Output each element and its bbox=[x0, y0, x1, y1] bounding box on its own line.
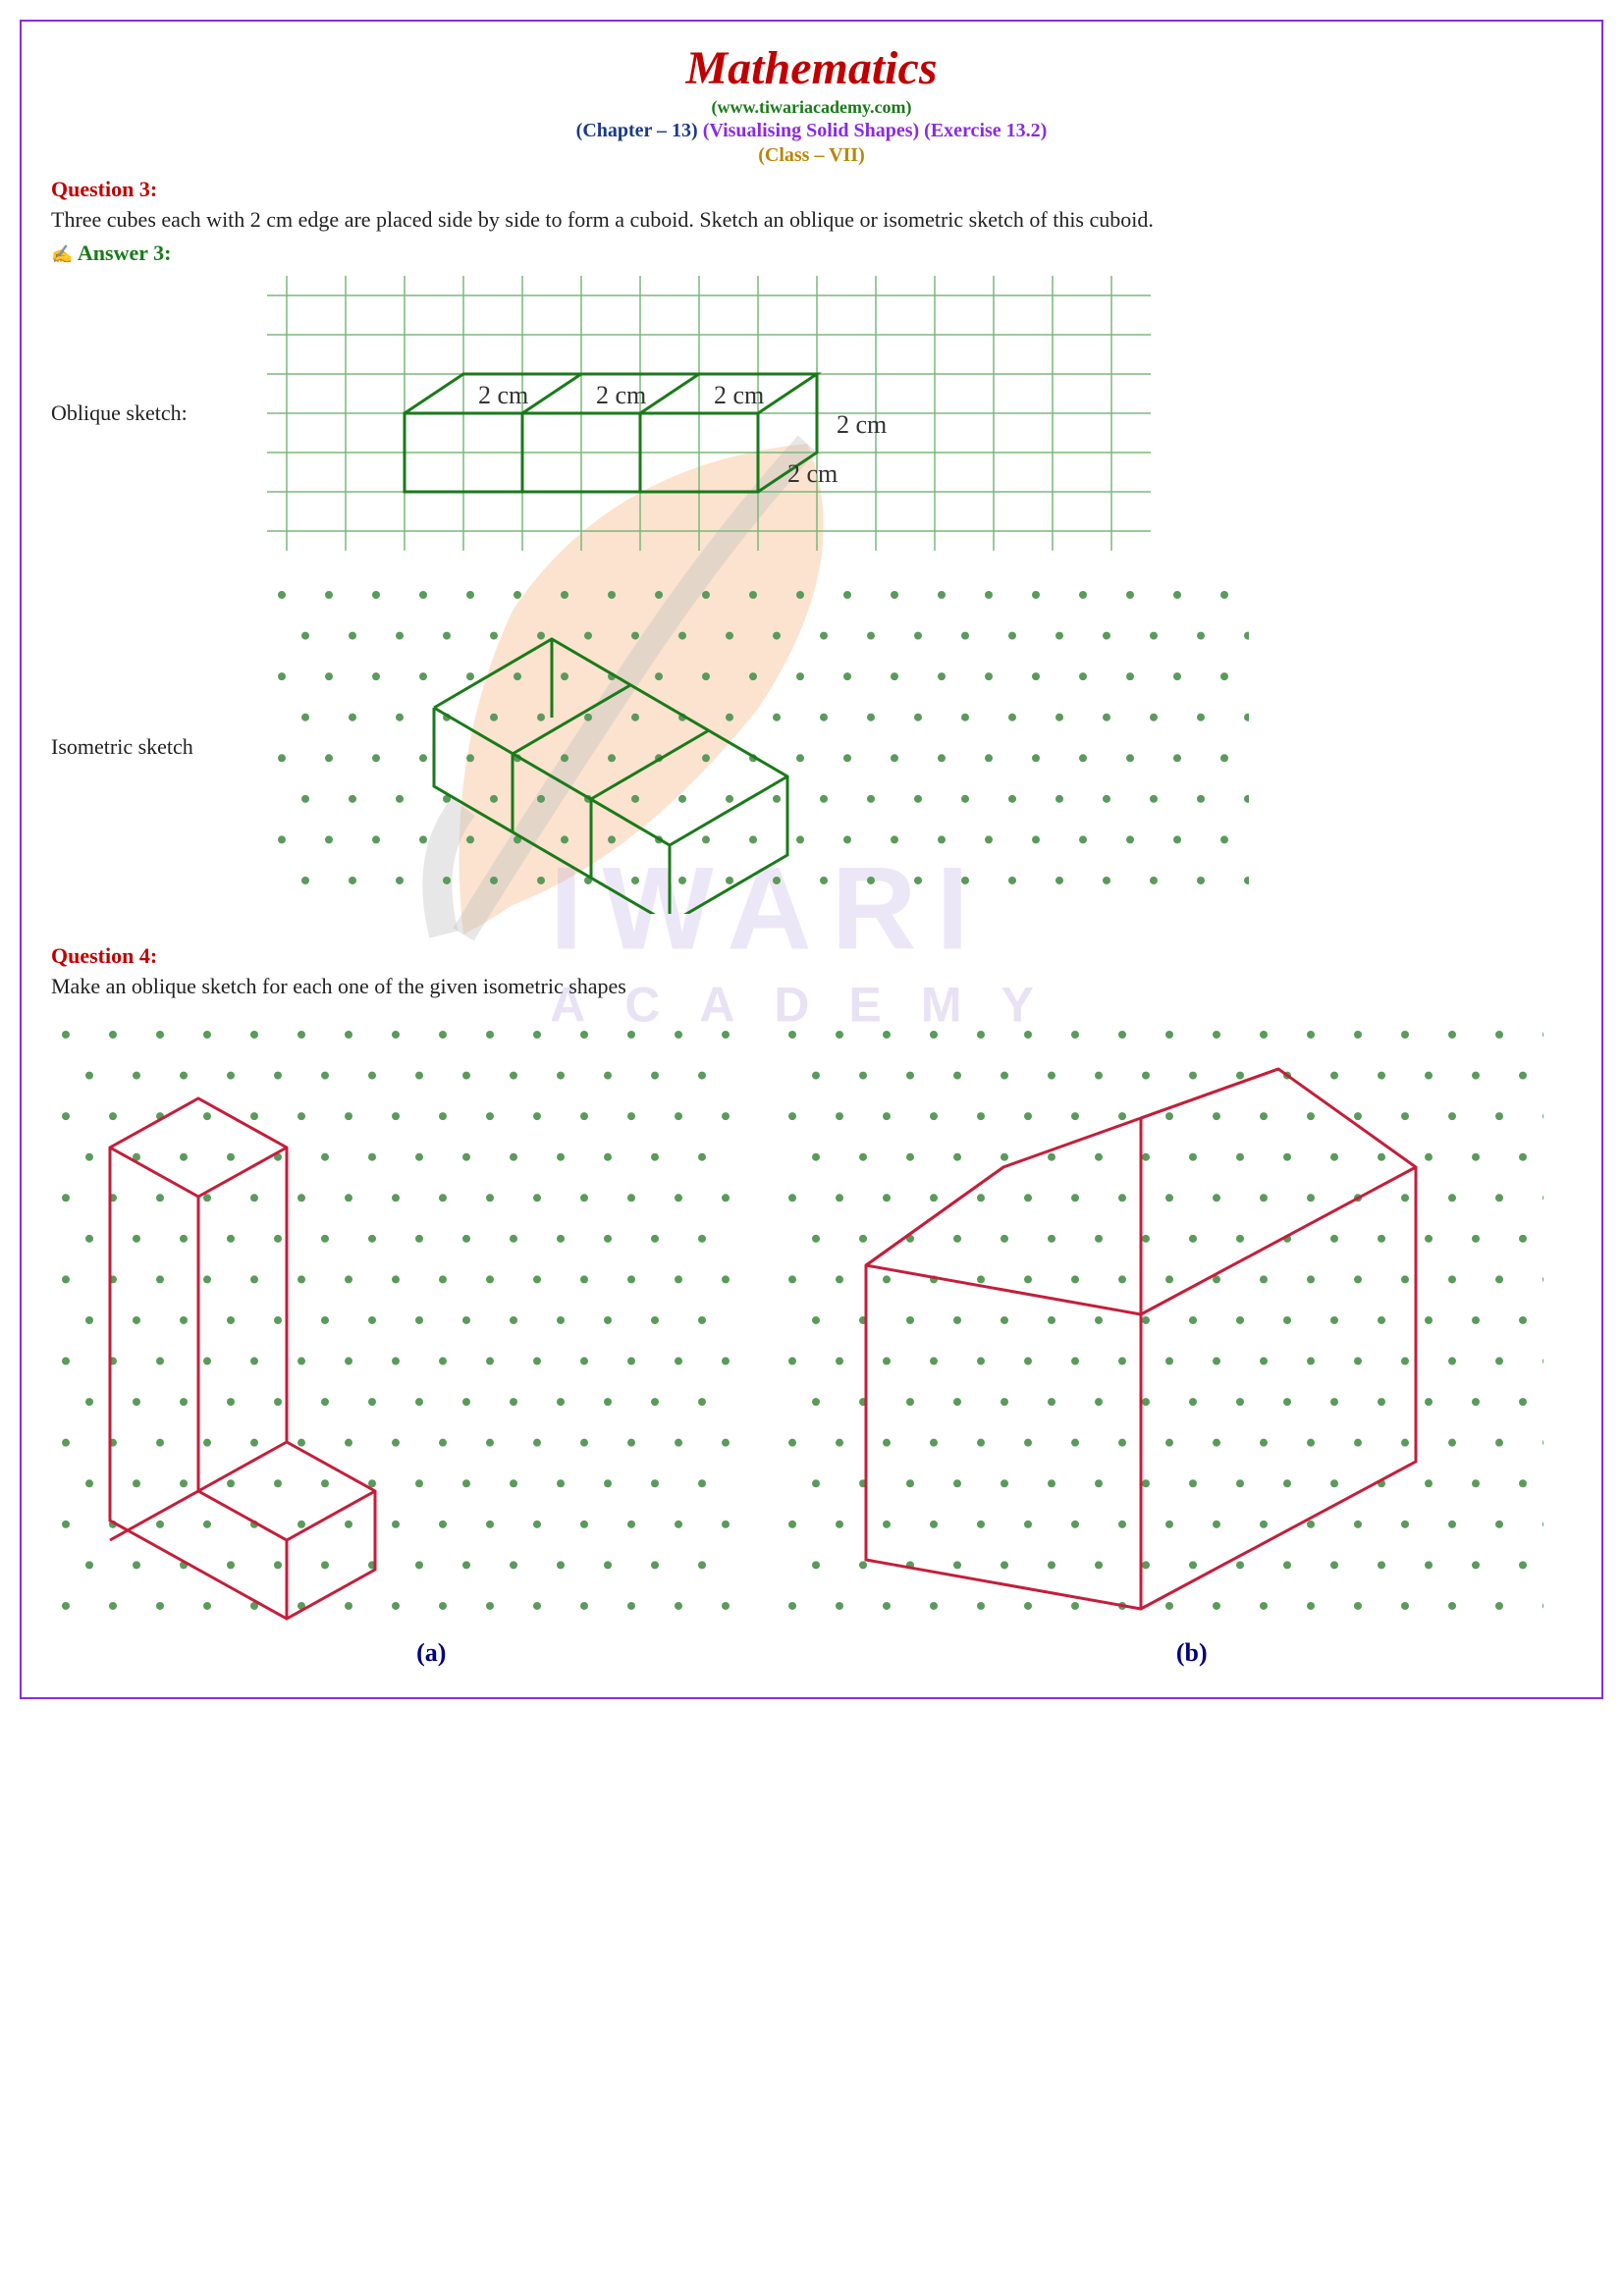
page-title: Mathematics bbox=[51, 41, 1572, 95]
question-3-label: Question 3: bbox=[51, 177, 1572, 202]
question-4-text: Make an oblique sketch for each one of t… bbox=[51, 973, 1572, 1001]
figure-a-label: (a) bbox=[51, 1638, 812, 1668]
isometric-sketch-label: Isometric sketch bbox=[51, 734, 267, 760]
figure-a-diagram bbox=[51, 1020, 738, 1629]
chapter-prefix: (Chapter – 13) bbox=[576, 120, 703, 141]
question-4-label: Question 4: bbox=[51, 943, 1572, 969]
oblique-sketch-label: Oblique sketch: bbox=[51, 400, 267, 426]
figure-b-label: (b) bbox=[812, 1638, 1573, 1668]
chapter-rest: (Visualising Solid Shapes) (Exercise 13.… bbox=[703, 120, 1048, 141]
isometric-sketch-diagram bbox=[267, 580, 1249, 914]
website-link: (www.tiwariacademy.com) bbox=[51, 97, 1572, 118]
class-line: (Class – VII) bbox=[51, 144, 1572, 167]
chapter-line: (Chapter – 13) (Visualising Solid Shapes… bbox=[51, 120, 1572, 142]
measurement-2: 2 cm bbox=[596, 381, 646, 409]
answer-3-label: Answer 3: bbox=[51, 240, 1572, 266]
measurement-1: 2 cm bbox=[478, 381, 528, 409]
question-3-text: Three cubes each with 2 cm edge are plac… bbox=[51, 206, 1572, 235]
measurement-5: 2 cm bbox=[787, 459, 838, 488]
measurement-3: 2 cm bbox=[714, 381, 764, 409]
measurement-4: 2 cm bbox=[837, 410, 887, 439]
oblique-sketch-diagram: 2 cm 2 cm 2 cm 2 cm 2 cm bbox=[267, 276, 1151, 551]
figure-b-diagram bbox=[778, 1020, 1543, 1629]
